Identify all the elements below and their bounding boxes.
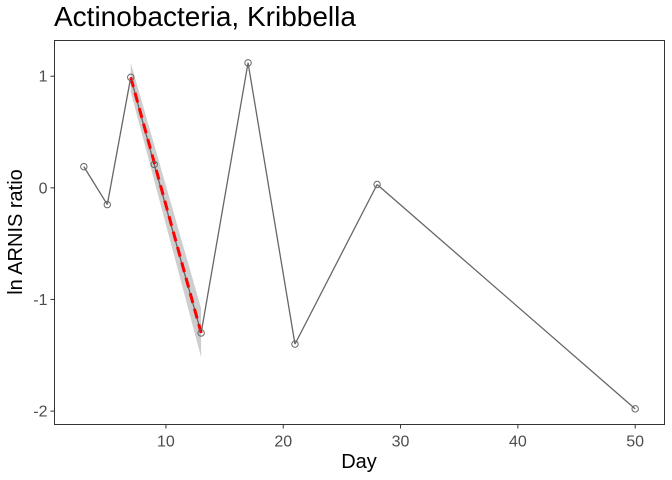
series-line-segment [106, 77, 132, 205]
x-tick-label: 50 [626, 434, 644, 451]
fit-line [129, 76, 203, 334]
y-tick-label: -1 [33, 292, 47, 309]
series-line-segment [130, 77, 155, 165]
data-point [150, 160, 158, 169]
series-line-segment [294, 184, 378, 345]
series-line-segment [247, 62, 296, 345]
data-point [291, 340, 299, 348]
data-point [373, 180, 381, 189]
series-line-segment [200, 62, 249, 334]
series-line-segment [83, 166, 108, 205]
series-layer [83, 62, 636, 410]
data-point [127, 73, 135, 82]
chart-title: Actinobacteria, Kribbella [54, 1, 356, 32]
data-point [631, 405, 639, 413]
data-point [80, 162, 88, 171]
data-points-layer [80, 59, 639, 413]
data-point [103, 200, 111, 209]
data-point [244, 59, 252, 67]
x-tick-label: 30 [392, 434, 410, 451]
x-tick-label: 40 [509, 434, 527, 451]
y-tick-label: 1 [39, 69, 48, 86]
fit-line-layer [129, 76, 203, 334]
y-tick-label: 0 [39, 180, 48, 197]
series-line-segment [376, 184, 636, 410]
y-axis-title: ln ARNIS ratio [5, 169, 27, 295]
x-axis: 10 20 30 40 50 [157, 424, 644, 451]
y-tick-label: -2 [33, 404, 47, 421]
plot-panel-border [54, 40, 665, 425]
data-point [197, 329, 205, 337]
x-tick-label: 10 [157, 434, 175, 451]
y-axis: 1 0 -1 -2 [33, 69, 55, 421]
x-tick-label: 20 [274, 434, 292, 451]
x-axis-title: Day [341, 451, 377, 473]
